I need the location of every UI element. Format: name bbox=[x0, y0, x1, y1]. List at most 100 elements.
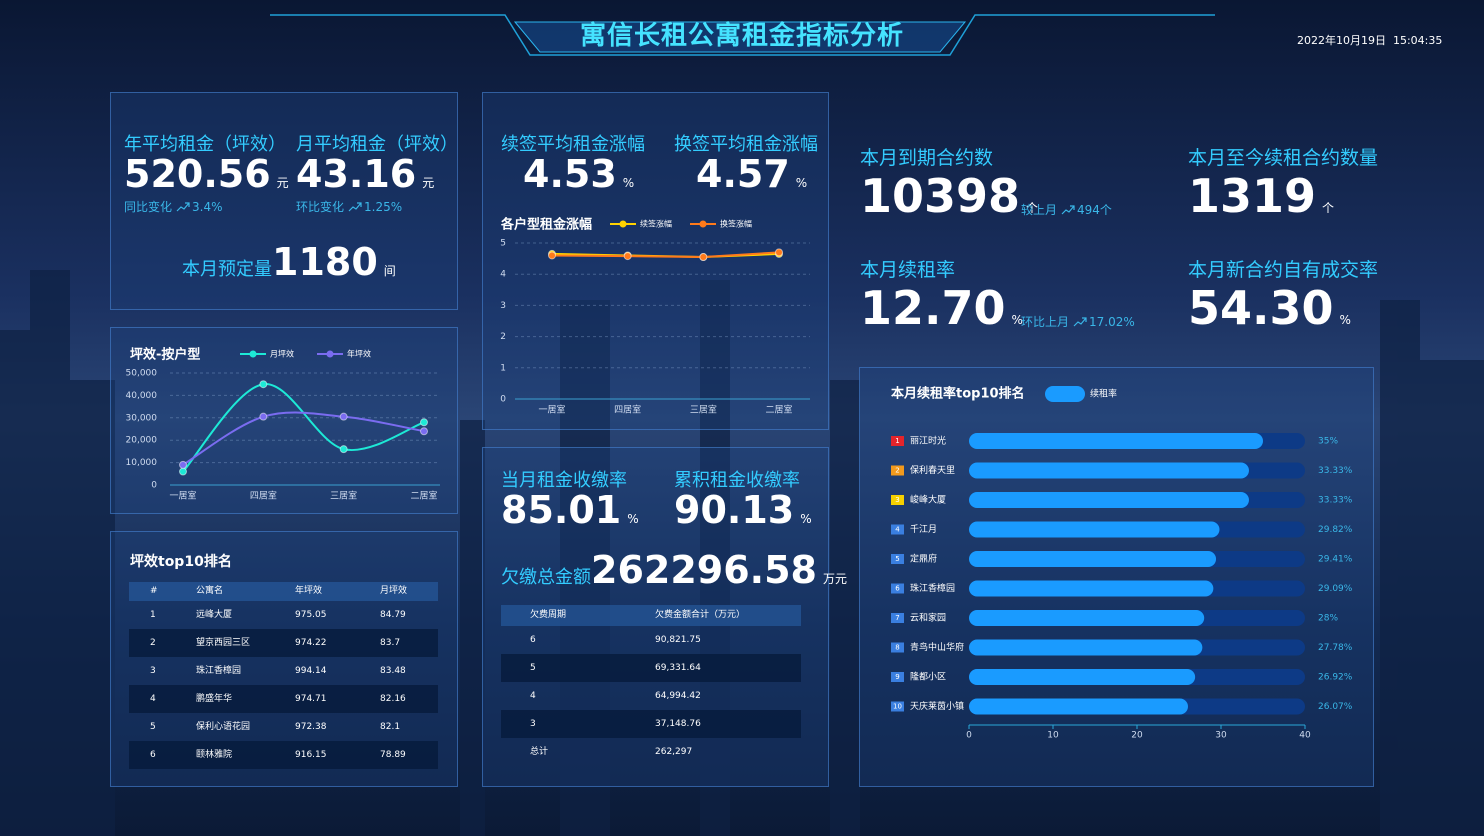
kpi-value-row: 85.01% bbox=[501, 491, 639, 529]
trend-line bbox=[1061, 205, 1075, 214]
kpi-label: 欠缴总金额 bbox=[501, 567, 591, 588]
table-cell: 975.05 bbox=[295, 610, 327, 620]
x-tick-label: 20 bbox=[1131, 731, 1143, 741]
rank-badge bbox=[891, 642, 904, 653]
bar bbox=[969, 698, 1188, 715]
change-label: 同比变化 bbox=[124, 200, 173, 214]
page-title: 寓信长租公寓租金指标分析 bbox=[579, 21, 904, 51]
category-label: 云和家园 bbox=[910, 612, 946, 624]
kpi-value: 1319 bbox=[1188, 169, 1317, 223]
rank-badge bbox=[891, 583, 904, 594]
y-tick-label: 5 bbox=[500, 239, 506, 249]
table-title: 坪效top10排名 bbox=[130, 554, 232, 570]
table-cell: 83.7 bbox=[380, 638, 401, 648]
value-label: 26.92% bbox=[1318, 673, 1353, 683]
point bbox=[259, 412, 268, 421]
kpi-value-row: 12.70% bbox=[860, 285, 1023, 331]
trend-head bbox=[1070, 204, 1075, 210]
x-tick-label: 40 bbox=[1299, 731, 1311, 741]
rank-label: 2 bbox=[895, 467, 899, 475]
value-label: 26.07% bbox=[1318, 702, 1353, 712]
y-tick-label: 40,000 bbox=[126, 391, 158, 401]
kpi-value-row: 54.30% bbox=[1188, 285, 1351, 331]
point bbox=[699, 253, 708, 262]
table-row: 6 90,821.75 bbox=[501, 626, 801, 654]
table-cell: 5 bbox=[150, 722, 156, 732]
kpi-unit: 元 bbox=[276, 176, 289, 190]
trend-icon bbox=[1061, 204, 1075, 214]
table-cell: 974.22 bbox=[295, 638, 327, 648]
bar bbox=[969, 639, 1203, 656]
kpi-label: 本月新合约自有成交率 bbox=[1188, 259, 1379, 281]
y-tick-label: 4 bbox=[500, 270, 506, 280]
x-tick-label: 一居室 bbox=[169, 490, 196, 502]
chart-title: 坪效-按户型 bbox=[130, 347, 200, 363]
x-tick-label: 四居室 bbox=[614, 404, 641, 416]
category-label: 青鸟中山华府 bbox=[910, 641, 964, 653]
chart-title: 本月续租率top10排名 bbox=[891, 386, 1025, 402]
datetime: 2022年10月19日 15:04:35 bbox=[1297, 34, 1443, 47]
table-cell: 远峰大厦 bbox=[196, 610, 233, 620]
table-row: 4 64,994.42 bbox=[501, 682, 801, 710]
kpi-value: 262296.58 bbox=[591, 548, 817, 592]
table-cell: 37,148.76 bbox=[655, 719, 701, 729]
header-cell: 欠费周期 bbox=[530, 610, 567, 620]
kpi-value-row: 4.53% bbox=[523, 155, 634, 193]
kpi-unit: 万元 bbox=[822, 572, 847, 586]
rank-badge bbox=[891, 465, 904, 476]
rank-label: 1 bbox=[895, 437, 899, 445]
legend-dot bbox=[619, 220, 627, 228]
point bbox=[179, 467, 187, 476]
kpi-value: 12.70 bbox=[860, 281, 1006, 335]
kpi-value-row: 10398 个 bbox=[860, 173, 1038, 219]
x-tick-label: 二居室 bbox=[765, 404, 792, 416]
x-tick-label: 三居室 bbox=[690, 404, 717, 416]
y-tick-label: 50,000 bbox=[126, 369, 158, 379]
kpi-change: 较上月 494个 bbox=[1021, 201, 1112, 218]
chart: 各户型租金涨幅 0 1 2 3 4 5 一居室 四居室 三居室 二居室 续签涨幅 换签涨幅 bbox=[500, 217, 810, 416]
series-line bbox=[551, 251, 780, 259]
point bbox=[420, 427, 428, 436]
table-cell: 2 bbox=[150, 638, 156, 648]
table-cell: 保利心语花园 bbox=[196, 722, 251, 732]
trend-icon bbox=[176, 201, 190, 211]
kpi-unit: % bbox=[1011, 313, 1023, 327]
header-cell: 公寓名 bbox=[196, 586, 224, 596]
x-tick-label: 30 bbox=[1215, 731, 1227, 741]
kpi-value-row: 4.57% bbox=[696, 155, 807, 193]
change-label: 环比变化 bbox=[296, 200, 345, 214]
kpi-value: 1180 bbox=[272, 240, 378, 284]
table-row: 总计 262,297 bbox=[501, 738, 801, 766]
kpi-value: 90.13 bbox=[674, 488, 795, 532]
kpi-value-row: 520.56 元 bbox=[124, 155, 289, 193]
kpi-value-row: 1319 个 bbox=[1188, 173, 1334, 219]
kpi-value: 85.01 bbox=[501, 488, 622, 532]
rank-badge bbox=[891, 672, 904, 682]
chart-title: 各户型租金涨幅 bbox=[500, 217, 592, 233]
rank-label: 5 bbox=[895, 555, 899, 563]
bar bbox=[969, 521, 1220, 538]
rank-label: 8 bbox=[895, 644, 899, 652]
rank-label: 3 bbox=[895, 496, 899, 504]
change-label: 环比上月 bbox=[1021, 315, 1070, 329]
kpi-value-row: 43.16 元 bbox=[296, 155, 434, 193]
table-cell: 83.48 bbox=[380, 666, 406, 676]
table-row: 6 颐林雅院 916.15 78.89 bbox=[129, 741, 438, 769]
kpi-label: 本月至今续租合约数量 bbox=[1188, 147, 1379, 169]
rank-label: 9 bbox=[895, 673, 899, 681]
value-label: 27.78% bbox=[1318, 643, 1353, 653]
point bbox=[775, 248, 783, 257]
point bbox=[339, 412, 348, 421]
table-cell: 69,331.64 bbox=[655, 663, 701, 673]
kpi-unit: % bbox=[1339, 313, 1351, 327]
legend-dot bbox=[326, 350, 334, 358]
table-row: 1 远峰大厦 975.05 84.79 bbox=[129, 601, 438, 629]
y-tick-label: 3 bbox=[500, 301, 506, 311]
rank-badge bbox=[891, 495, 904, 505]
table-cell: 3 bbox=[150, 666, 156, 676]
kpi-label: 换签平均租金涨幅 bbox=[674, 134, 818, 155]
table-cell: 颐林雅院 bbox=[196, 750, 233, 760]
kpi-unit: 元 bbox=[422, 176, 435, 190]
point bbox=[179, 460, 187, 469]
